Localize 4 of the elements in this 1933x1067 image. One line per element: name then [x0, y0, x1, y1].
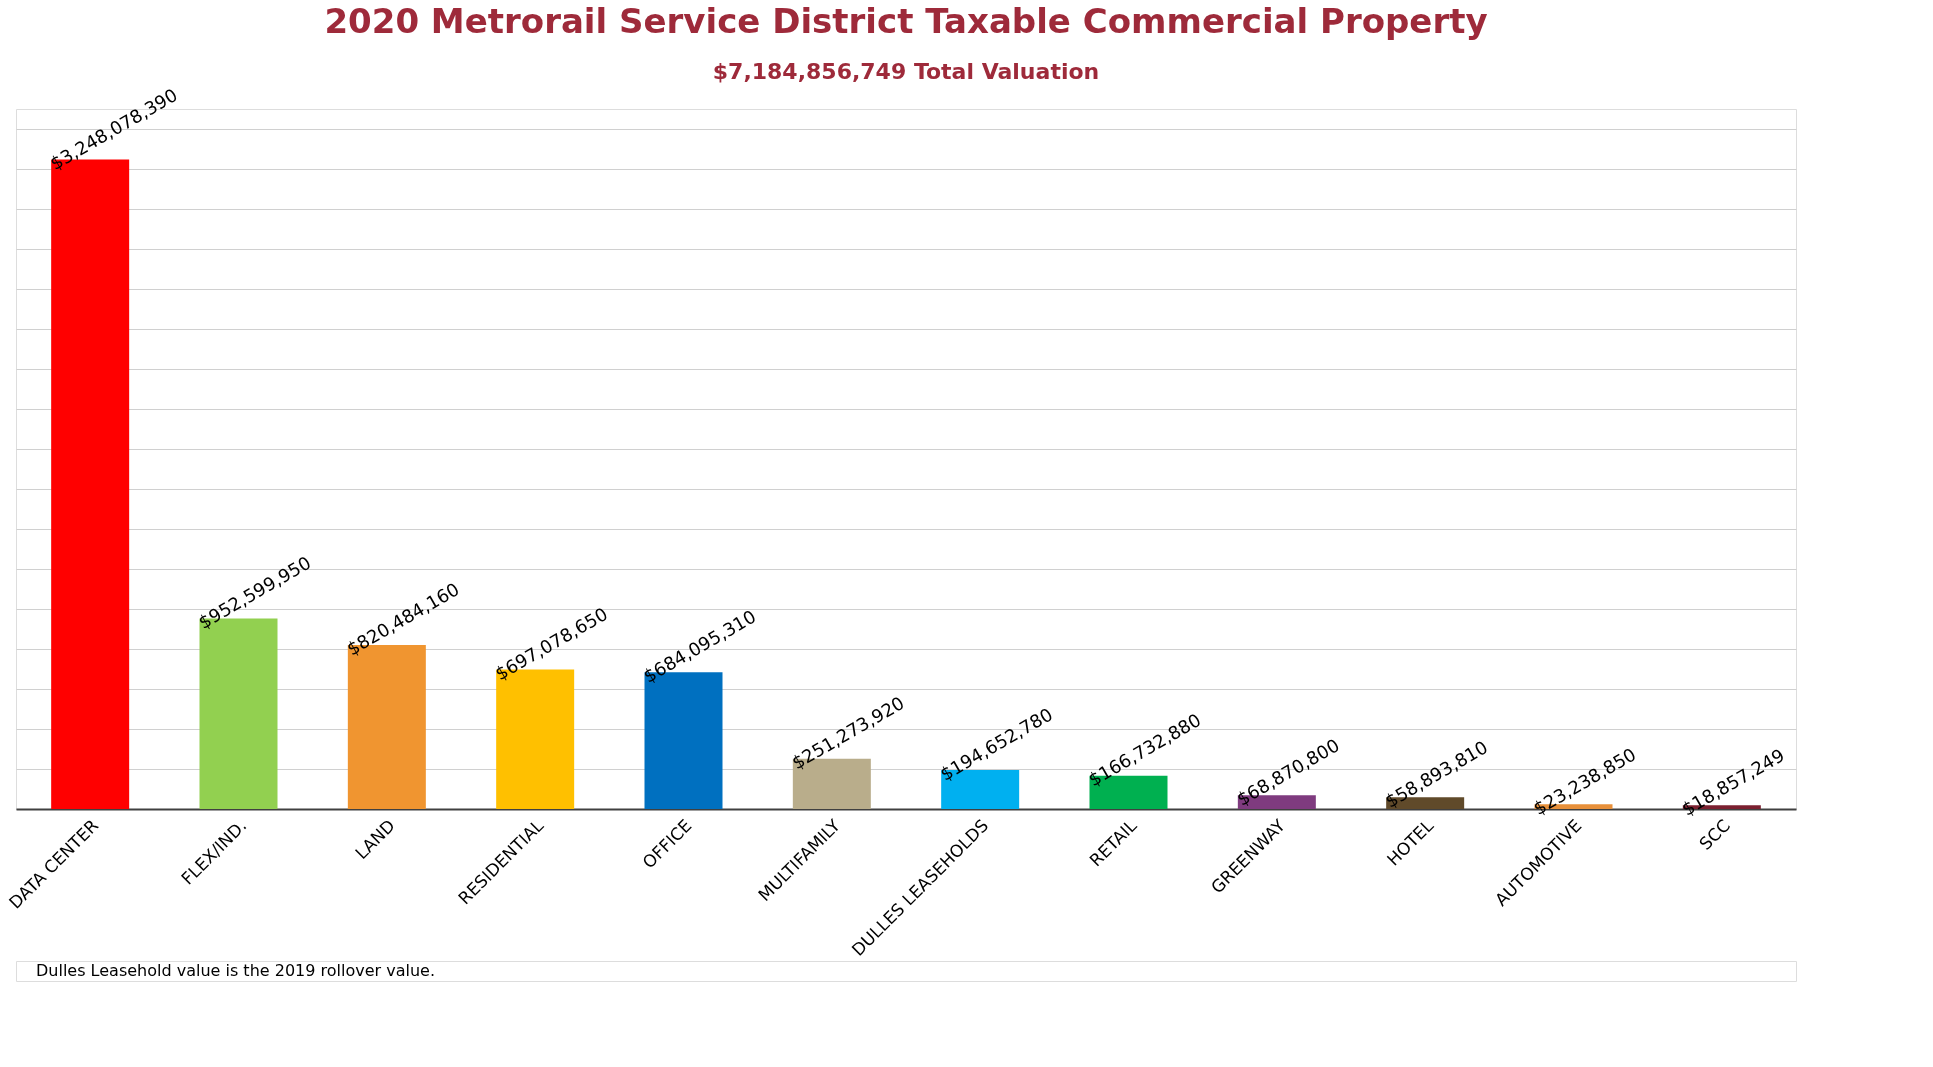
chart-subtitle: $7,184,856,749 Total Valuation: [712, 58, 1100, 84]
text: Dulles Leasehold value is the 2019 rollover value.: [36, 961, 435, 980]
bar: [1386, 797, 1465, 809]
chart-title: 2020 Metrorail Service District Taxable Commercial Property: [324, 0, 1488, 41]
